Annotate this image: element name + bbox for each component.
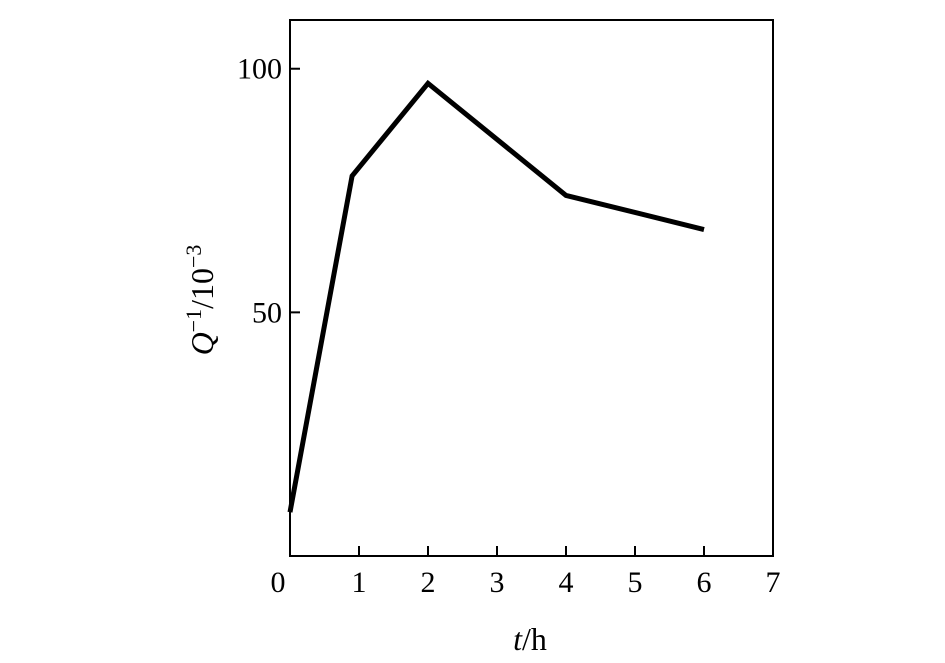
series-group xyxy=(287,79,705,513)
y-tick-label: 50 xyxy=(252,296,282,329)
x-tick-label: 4 xyxy=(559,566,574,599)
x-axis-label-unit: /h xyxy=(522,621,547,657)
y-axis-label-mid: /10 xyxy=(184,268,220,309)
x-tick-label: 1 xyxy=(352,566,367,599)
series-line xyxy=(287,79,705,513)
y-axis-label: Q−1/10−3 xyxy=(181,245,221,356)
y-axis-label-sup2: −3 xyxy=(181,245,206,268)
x-tick-label: 7 xyxy=(766,566,781,599)
x-tick-label: 5 xyxy=(628,566,643,599)
x-tick-label: 0 xyxy=(271,566,286,599)
x-tick-label: 2 xyxy=(421,566,436,599)
y-axis-label-sup1: −1 xyxy=(181,309,206,332)
x-axis: 0 1 2 3 4 5 6 7 xyxy=(271,546,781,599)
x-tick-label: 3 xyxy=(490,566,505,599)
x-axis-label: t/h xyxy=(513,621,547,657)
axes-box xyxy=(289,19,774,557)
y-axis-label-var: Q xyxy=(184,332,220,355)
plot-frame xyxy=(289,19,774,557)
x-tick-label: 6 xyxy=(697,566,712,599)
x-axis-label-var: t xyxy=(513,621,523,657)
y-tick-label: 100 xyxy=(237,53,282,86)
y-axis: 50 100 xyxy=(237,53,300,329)
